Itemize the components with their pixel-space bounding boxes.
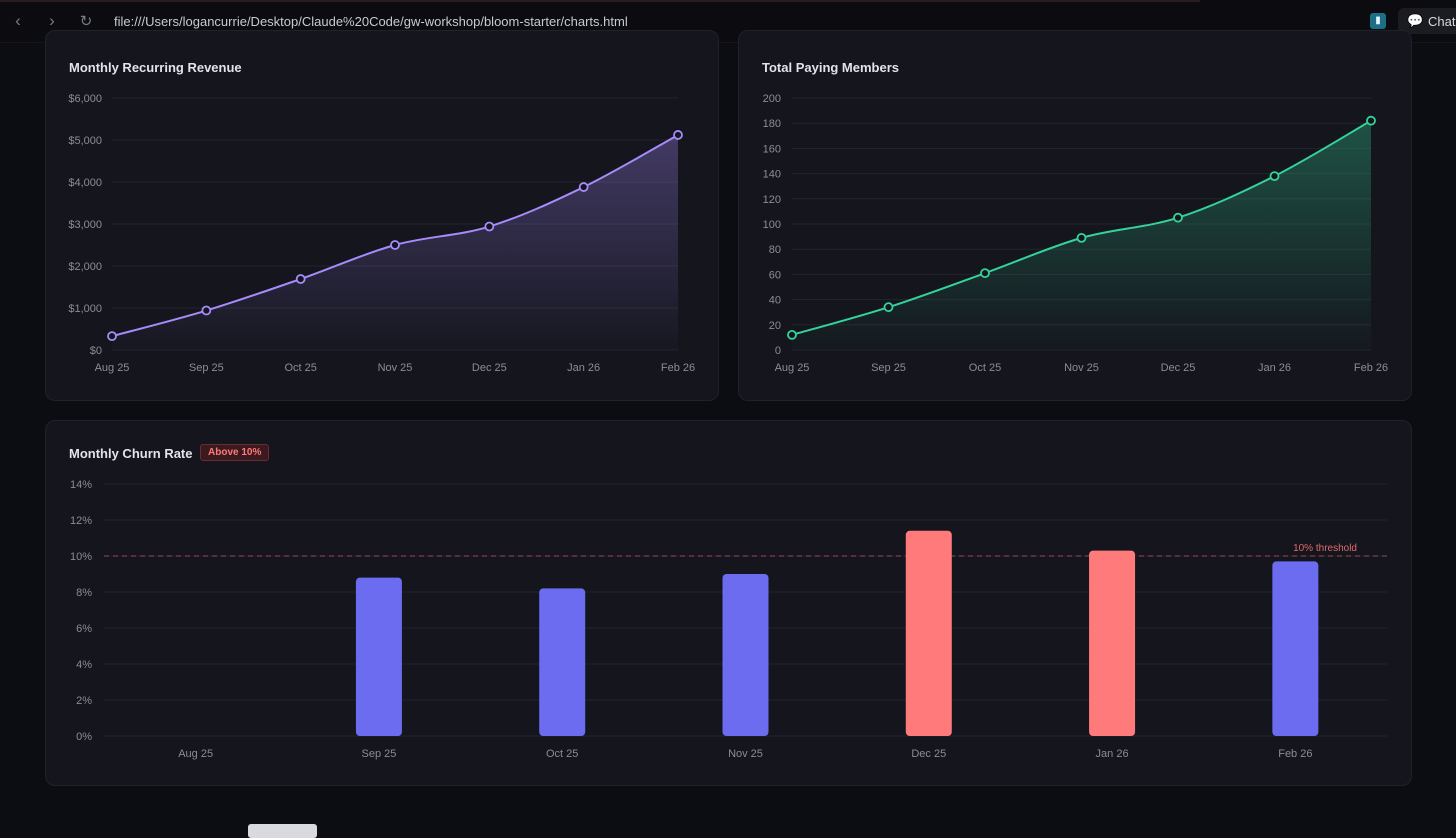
y-tick-label: 180 xyxy=(763,118,781,130)
x-tick-label: Sep 25 xyxy=(361,748,396,760)
y-tick-label: 140 xyxy=(763,169,781,181)
members-card: Total Paying Members 0 20 40 60 80 100 120 140 1… xyxy=(738,30,1412,401)
churn-bar xyxy=(1272,561,1319,736)
y-tick-label: 14% xyxy=(70,479,92,491)
members-chart: 0 20 40 60 80 100 120 140 160 180 200 Aug 25 Sep 25 O… xyxy=(763,93,1388,374)
address-bar[interactable]: file:///Users/logancurrie/Desktop/Claude… xyxy=(114,14,628,29)
x-tick-label: Aug 25 xyxy=(775,362,810,374)
data-point xyxy=(673,130,683,140)
x-tick-label: Feb 26 xyxy=(661,362,695,374)
x-tick-label: Aug 25 xyxy=(95,362,130,374)
y-tick-label: 0 xyxy=(775,345,781,357)
data-point xyxy=(1076,232,1087,243)
data-point xyxy=(883,302,894,313)
churn-chart: 0% 2% 4% 6% 8% 10% 12% 14% 10% threshold Aug 25 Se… xyxy=(70,479,1387,760)
threshold-label: 10% threshold xyxy=(1293,543,1357,554)
y-tick-label: 2% xyxy=(76,695,92,707)
x-tick-label: Oct 25 xyxy=(284,362,316,374)
y-tick-label: 60 xyxy=(769,269,781,281)
y-tick-label: 0% xyxy=(76,731,92,743)
y-tick-label: 160 xyxy=(763,143,781,155)
x-tick-label: Dec 25 xyxy=(911,748,946,760)
x-tick-label: Oct 25 xyxy=(546,748,578,760)
x-tick-label: Aug 25 xyxy=(178,748,213,760)
y-tick-label: $0 xyxy=(90,345,102,357)
x-tick-label: Jan 26 xyxy=(567,362,600,374)
y-tick-label: 200 xyxy=(763,93,781,105)
x-tick-label: Sep 25 xyxy=(871,362,906,374)
y-tick-label: $5,000 xyxy=(68,135,102,147)
x-tick-label: Dec 25 xyxy=(1161,362,1196,374)
x-tick-label: Sep 25 xyxy=(189,362,224,374)
chat-bubble-icon: 💬 xyxy=(1407,13,1424,28)
x-tick-label: Oct 25 xyxy=(969,362,1001,374)
data-point xyxy=(484,221,495,232)
churn-bar xyxy=(355,577,402,736)
x-tick-label: Jan 26 xyxy=(1096,748,1129,760)
x-tick-label: Nov 25 xyxy=(728,748,763,760)
y-tick-label: $1,000 xyxy=(68,303,102,315)
y-tick-label: 6% xyxy=(76,623,92,635)
data-point xyxy=(1173,212,1183,223)
forward-icon[interactable]: › xyxy=(49,11,55,30)
reload-icon[interactable]: ↻ xyxy=(79,13,93,30)
data-point xyxy=(1269,171,1280,182)
y-tick-label: 100 xyxy=(763,219,781,231)
churn-card: Monthly Churn Rate Above 10% 0% 2% 4% 6% 8% 1… xyxy=(45,420,1412,786)
y-tick-label: 10% xyxy=(70,551,92,563)
data-point xyxy=(1366,115,1376,126)
data-point xyxy=(201,305,212,316)
y-tick-label: 120 xyxy=(763,194,781,206)
data-point xyxy=(390,240,400,250)
y-tick-label: 12% xyxy=(70,515,92,527)
data-point xyxy=(787,329,797,340)
extension-icon[interactable]: ▮ xyxy=(1370,13,1386,29)
mrr-title: Monthly Recurring Revenue xyxy=(69,60,242,75)
x-tick-label: Nov 25 xyxy=(378,362,413,374)
x-tick-label: Nov 25 xyxy=(1064,362,1099,374)
churn-bar xyxy=(905,530,952,736)
x-tick-label: Feb 26 xyxy=(1354,362,1388,374)
back-icon[interactable]: ‹ xyxy=(15,11,21,30)
data-point xyxy=(295,274,306,284)
churn-bar xyxy=(722,574,769,736)
top-accent-line xyxy=(0,0,1200,2)
data-point xyxy=(578,182,589,192)
x-tick-label: Jan 26 xyxy=(1258,362,1291,374)
members-title: Total Paying Members xyxy=(762,60,900,75)
churn-title: Monthly Churn Rate xyxy=(69,446,193,461)
churn-bar xyxy=(1089,550,1136,736)
chat-label: Chat xyxy=(1428,14,1456,29)
data-point xyxy=(107,331,117,342)
y-tick-label: 4% xyxy=(76,659,92,671)
y-tick-label: 8% xyxy=(76,587,92,599)
chat-button[interactable]: 💬 Chat xyxy=(1398,8,1456,34)
y-tick-label: 80 xyxy=(769,244,781,256)
y-tick-label: $4,000 xyxy=(68,177,102,189)
churn-bar xyxy=(539,588,586,736)
area-fill xyxy=(792,120,1371,351)
above-threshold-badge: Above 10% xyxy=(200,444,270,461)
mrr-chart: $0 $1,000 $2,000 $3,000 $4,000 $5,000 $6,000 Au… xyxy=(68,93,695,374)
x-tick-label: Feb 26 xyxy=(1278,748,1312,760)
y-tick-label: $3,000 xyxy=(68,219,102,231)
bottom-button[interactable] xyxy=(248,824,317,838)
data-point xyxy=(980,268,990,279)
y-tick-label: 40 xyxy=(769,295,781,307)
y-tick-label: 20 xyxy=(769,320,781,332)
y-tick-label: $6,000 xyxy=(68,93,102,105)
mrr-card: Monthly Recurring Revenue $0 $1,000 $2,000… xyxy=(45,30,719,401)
x-tick-label: Dec 25 xyxy=(472,362,507,374)
y-tick-label: $2,000 xyxy=(68,261,102,273)
